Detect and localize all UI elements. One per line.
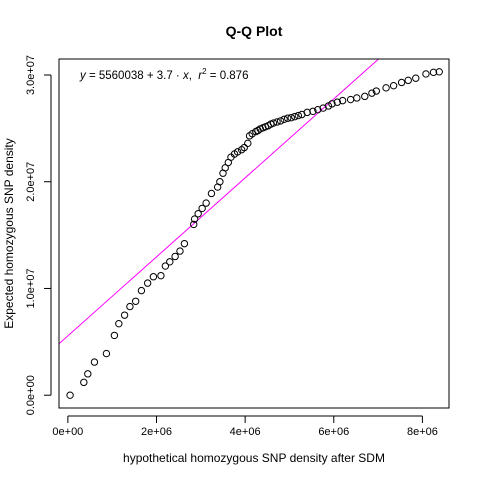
x-axis-label: hypothetical homozygous SNP density afte… <box>123 451 385 465</box>
data-point <box>346 95 355 104</box>
data-point <box>269 119 278 127</box>
regression-annotation: y = 5560038 + 3.7 · x, r2 = 0.876 <box>79 67 248 82</box>
data-point <box>190 220 198 229</box>
x-tick-label: 0e+00 <box>52 426 83 438</box>
data-point <box>190 215 199 223</box>
data-point <box>248 130 256 138</box>
data-point <box>221 164 229 172</box>
data-point <box>361 92 369 101</box>
data-point <box>180 239 189 248</box>
data-point <box>194 210 202 218</box>
data-point <box>84 370 92 378</box>
data-point <box>149 273 158 281</box>
data-point <box>166 258 174 266</box>
annotation-separator: , <box>189 70 199 82</box>
annotation-formula: = 5560038 + 3.7 · <box>86 70 183 82</box>
y-axis: 0.0e+00 1.0e+07 2.0e+07 3.0e+07 <box>25 55 52 415</box>
data-point <box>66 391 74 399</box>
x-tick-label: 8e+06 <box>407 426 438 438</box>
data-point <box>233 148 242 156</box>
data-point <box>207 189 216 198</box>
data-point <box>328 100 336 108</box>
data-point <box>338 96 347 105</box>
data-point <box>412 74 420 82</box>
data-point <box>115 319 123 328</box>
data-point <box>143 279 152 287</box>
data-point <box>110 331 119 340</box>
data-point <box>333 98 342 106</box>
data-point <box>80 378 88 387</box>
y-tick-label: 0.0e+00 <box>25 375 37 415</box>
data-point <box>368 89 376 97</box>
data-point <box>324 102 333 110</box>
data-point <box>389 81 398 90</box>
y-axis-label: Expected homozygous SNP density <box>2 138 16 329</box>
data-point <box>240 143 248 152</box>
data-point <box>126 302 134 311</box>
data-point <box>202 199 210 207</box>
x-tick-label: 6e+06 <box>318 426 349 438</box>
y-tick-label: 3.0e+07 <box>25 55 37 95</box>
annotation-r-exponent: 2 <box>202 67 207 76</box>
data-point <box>314 105 322 114</box>
data-point <box>291 112 299 121</box>
data-point <box>171 252 179 261</box>
y-tick-label: 1.0e+07 <box>25 268 37 308</box>
data-point <box>435 68 443 76</box>
data-point <box>280 115 288 124</box>
data-point <box>120 311 129 319</box>
data-point <box>244 139 252 148</box>
data-point <box>372 87 381 95</box>
x-axis: 0e+00 2e+06 4e+06 6e+06 8e+06 <box>52 415 438 438</box>
annotation-r-value: = 0.876 <box>207 70 249 82</box>
data-point <box>429 68 438 77</box>
x-tick-label: 2e+06 <box>141 426 172 438</box>
data-point <box>216 178 224 186</box>
data-point <box>303 108 311 117</box>
data-point <box>161 262 170 270</box>
fit-line-layer <box>59 59 380 345</box>
data-point <box>102 349 111 358</box>
y-tick-label: 2.0e+07 <box>25 162 37 202</box>
data-point <box>422 70 430 78</box>
data-point <box>157 271 165 280</box>
data-point <box>137 286 146 295</box>
plot-frame <box>58 58 450 409</box>
data-point <box>287 114 295 122</box>
data-point <box>397 78 406 87</box>
data-point <box>276 117 285 125</box>
annotation-r-var: r <box>198 70 203 82</box>
annotation-x-var: x <box>182 70 190 82</box>
chart-title: Q-Q Plot <box>226 23 283 39</box>
annotation-y-var: y <box>79 70 87 82</box>
data-point <box>198 204 206 213</box>
data-point <box>176 247 184 255</box>
data-points <box>66 68 443 399</box>
data-point <box>382 84 390 92</box>
data-point <box>309 107 317 115</box>
x-tick-label: 4e+06 <box>230 426 261 438</box>
data-point <box>294 111 303 120</box>
data-point <box>404 76 412 85</box>
data-point <box>283 114 292 122</box>
data-point <box>353 94 361 102</box>
fit-line <box>59 59 380 345</box>
data-point <box>273 118 281 126</box>
data-point <box>90 358 99 366</box>
data-point <box>131 297 140 305</box>
